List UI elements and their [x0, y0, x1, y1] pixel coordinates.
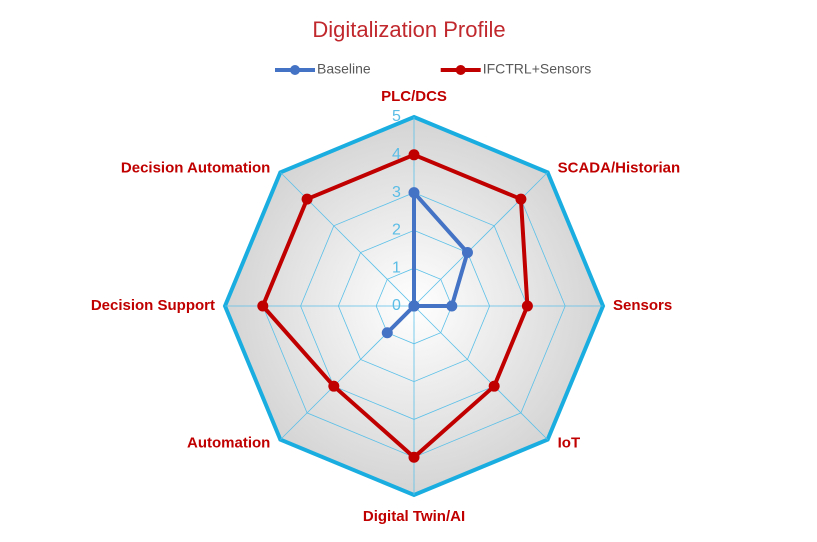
category-label: Automation: [187, 435, 270, 452]
series-point: [381, 327, 393, 339]
legend-label: IFCTRL+Sensors: [483, 61, 592, 77]
r-tick-label: 3: [392, 184, 401, 201]
category-label: Digital Twin/AI: [363, 508, 465, 525]
series-point: [408, 149, 420, 161]
r-tick-label: 2: [392, 222, 401, 239]
category-label: Decision Support: [91, 297, 215, 314]
r-tick-label: 1: [392, 259, 401, 276]
series-point: [461, 247, 473, 259]
chart-title: Digitalization Profile: [312, 17, 505, 42]
r-tick-label: 4: [392, 146, 401, 163]
series-point: [408, 187, 420, 199]
series-point: [328, 380, 340, 392]
series-point: [257, 300, 269, 312]
legend-marker: [455, 65, 466, 75]
legend-label: Baseline: [317, 61, 371, 77]
r-tick-label: 5: [392, 108, 401, 125]
spoke: [413, 305, 548, 440]
series-point: [408, 300, 420, 312]
series-point: [301, 193, 313, 205]
legend-marker: [290, 65, 300, 75]
category-label: IoT: [558, 435, 581, 452]
series-point: [488, 380, 500, 392]
series-point: [515, 193, 527, 205]
category-label: Sensors: [613, 297, 672, 314]
spoke: [413, 172, 548, 307]
series-point: [408, 451, 420, 463]
category-label: SCADA/Historian: [558, 159, 681, 176]
series-point: [446, 300, 458, 312]
category-label: Decision Automation: [121, 159, 270, 176]
spoke: [280, 172, 415, 307]
series-point: [521, 300, 533, 312]
category-label: PLC/DCS: [381, 88, 447, 105]
r-tick-label: 0: [392, 297, 401, 314]
